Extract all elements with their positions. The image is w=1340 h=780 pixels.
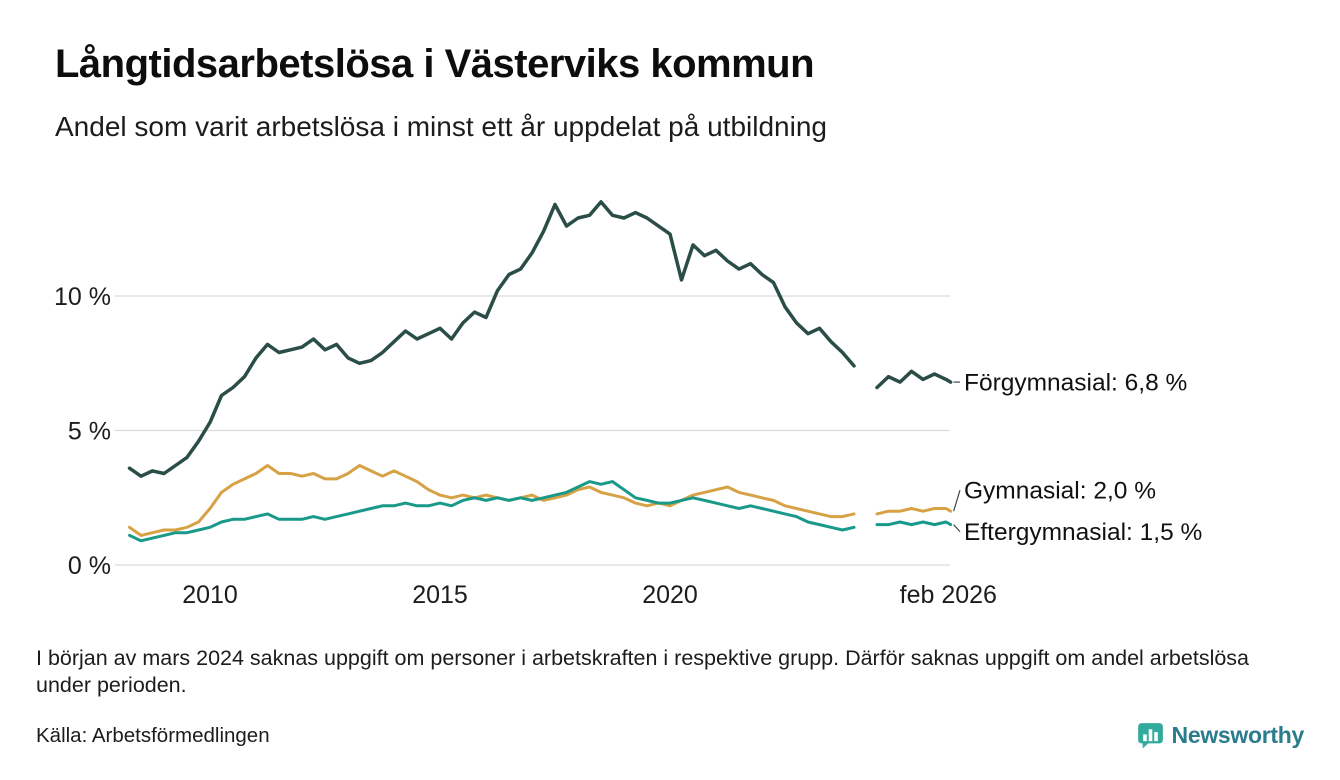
series-line-gymnasial — [128, 464, 953, 537]
x-axis-label: 2020 — [642, 581, 698, 609]
series-end-label-eftergymnasial: Eftergymnasial: 1,5 % — [964, 519, 1202, 546]
chart-footnote: I början av mars 2024 saknas uppgift om … — [36, 646, 1250, 697]
series-label-connector — [953, 524, 961, 533]
y-axis-label: 0 % — [68, 552, 111, 580]
series-label-connector — [953, 490, 961, 512]
x-axis-label: 2015 — [412, 581, 468, 609]
newsworthy-logo: Newsworthy — [1137, 722, 1304, 749]
chart-subtitle: Andel som varit arbetslösa i minst ett å… — [55, 111, 827, 142]
x-axis-label: feb 2026 — [900, 581, 997, 609]
chart-title: Långtidsarbetslösa i Västerviks kommun — [55, 42, 815, 86]
y-axis-label: 10 % — [54, 283, 111, 311]
newsworthy-chart-bubble-icon — [1137, 722, 1164, 749]
source-label: Källa: Arbetsförmedlingen — [36, 723, 270, 747]
series-end-label-gymnasial: Gymnasial: 2,0 % — [964, 478, 1156, 505]
newsworthy-wordmark: Newsworthy — [1171, 722, 1305, 748]
y-axis-label: 5 % — [68, 418, 111, 446]
line-chart-canvas: 0 % 5 % 10 % 2010 2015 2020 feb 2026 Förgymnasi… — [54, 200, 1202, 609]
line-chart: 0 % 5 % 10 % 2010 2015 2020 feb 2026 Förgymnasi… — [0, 175, 1340, 620]
x-axis-label: 2010 — [182, 581, 238, 609]
series-end-label-förgymnasial: Förgymnasial: 6,8 % — [964, 370, 1187, 397]
series-line-förgymnasial — [127, 200, 953, 478]
footer-row: Källa: Arbetsförmedlingen Newsworthy — [36, 722, 1304, 749]
series-line-eftergymnasial — [128, 480, 953, 543]
